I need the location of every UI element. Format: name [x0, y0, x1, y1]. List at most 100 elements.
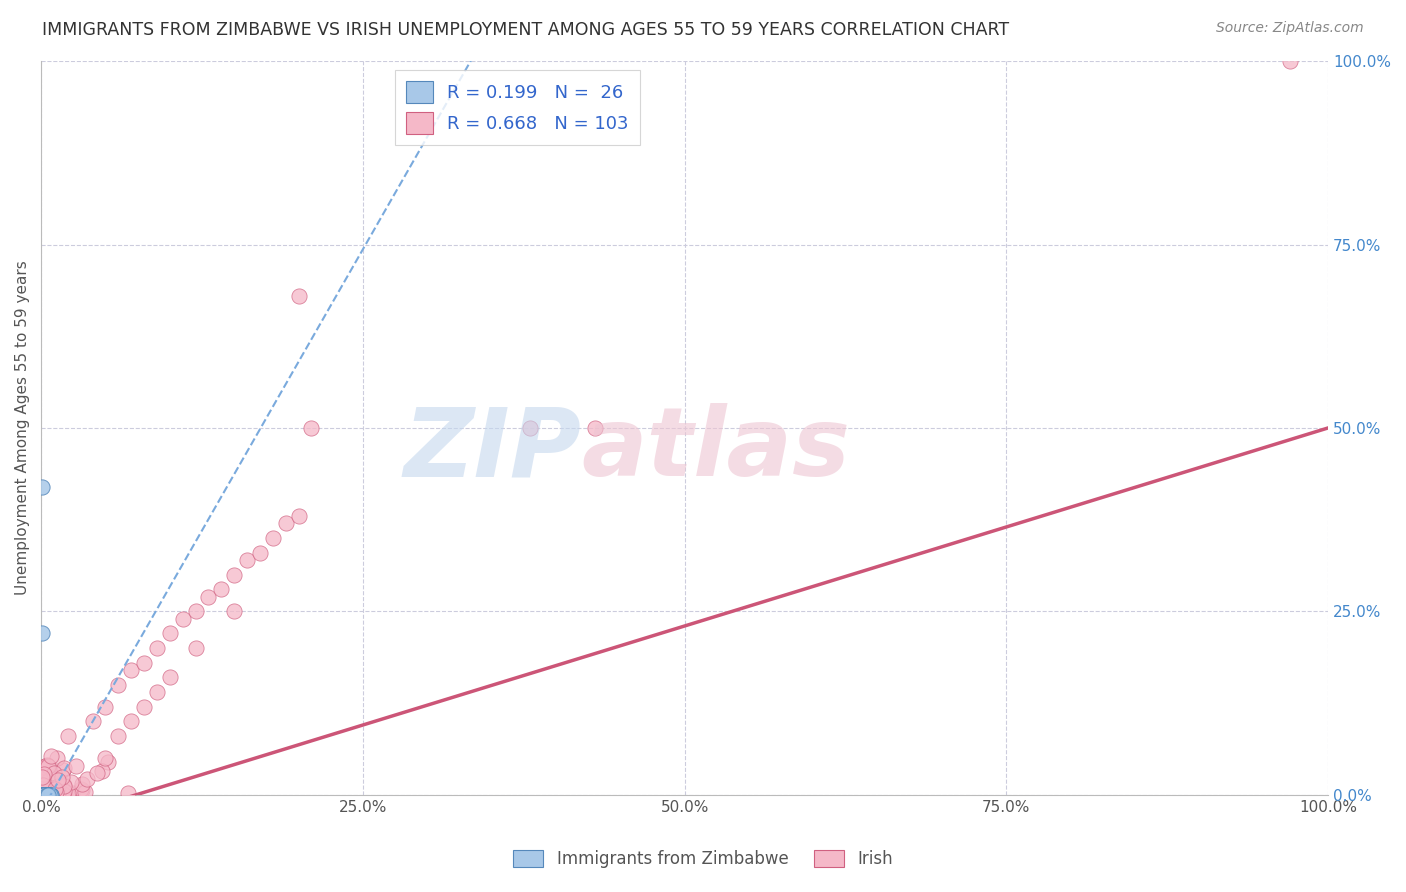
Point: [132, 656, 155, 670]
Point: [107, 678, 129, 692]
Point: [32, 788, 55, 802]
Point: [37, 788, 59, 802]
Point: [32, 783, 55, 797]
Point: [519, 421, 541, 435]
Point: [146, 685, 169, 699]
Point: [46, 779, 69, 793]
Point: [52, 778, 75, 792]
Point: [32, 775, 55, 789]
Point: [31, 786, 53, 800]
Point: [94, 699, 117, 714]
Point: [51, 763, 73, 777]
Point: [37, 774, 59, 789]
Point: [31, 774, 53, 789]
Point: [249, 546, 271, 560]
Point: [34, 788, 56, 802]
Point: [120, 714, 142, 729]
Point: [73, 785, 96, 799]
Point: [94, 751, 117, 765]
Point: [120, 663, 142, 677]
Point: [70, 781, 93, 796]
Point: [146, 640, 169, 655]
Point: [38, 783, 60, 797]
Point: [35, 788, 58, 802]
Point: [38, 788, 60, 802]
Point: [41, 749, 63, 764]
Text: Source: ZipAtlas.com: Source: ZipAtlas.com: [1216, 21, 1364, 35]
Point: [132, 699, 155, 714]
Point: [76, 772, 98, 787]
Point: [45, 773, 67, 788]
Point: [197, 590, 219, 604]
Point: [236, 553, 259, 567]
Point: [31, 784, 53, 798]
Point: [1278, 54, 1301, 69]
Point: [41, 788, 63, 802]
Point: [56, 786, 79, 800]
Point: [44, 782, 66, 797]
Point: [32, 788, 55, 802]
Legend: R = 0.199   N =  26, R = 0.668   N = 103: R = 0.199 N = 26, R = 0.668 N = 103: [395, 70, 640, 145]
Point: [32, 787, 55, 801]
Point: [209, 582, 232, 597]
Point: [31, 788, 53, 802]
Point: [172, 612, 194, 626]
Point: [41, 780, 63, 794]
Point: [262, 531, 284, 545]
Point: [31, 480, 53, 494]
Point: [37, 788, 59, 802]
Point: [32, 786, 55, 800]
Point: [38, 788, 60, 802]
Point: [51, 770, 73, 784]
Point: [32, 782, 55, 797]
Point: [60, 774, 83, 789]
Point: [37, 758, 59, 772]
Point: [52, 788, 75, 802]
Point: [32, 788, 55, 802]
Point: [52, 761, 75, 775]
Point: [287, 289, 309, 303]
Point: [37, 788, 59, 802]
Point: [287, 508, 309, 523]
Point: [299, 421, 322, 435]
Point: [97, 755, 120, 769]
Y-axis label: Unemployment Among Ages 55 to 59 years: Unemployment Among Ages 55 to 59 years: [15, 260, 30, 595]
Point: [31, 788, 53, 802]
Point: [117, 786, 139, 800]
Point: [86, 765, 108, 780]
Point: [31, 788, 53, 802]
Point: [41, 781, 63, 796]
Point: [39, 788, 62, 802]
Point: [31, 788, 53, 802]
Point: [41, 762, 63, 776]
Point: [45, 782, 67, 797]
Point: [32, 788, 55, 802]
Point: [39, 788, 62, 802]
Point: [37, 759, 59, 773]
Point: [32, 778, 55, 792]
Point: [32, 788, 55, 802]
Point: [70, 783, 93, 797]
Point: [39, 788, 62, 802]
Text: IMMIGRANTS FROM ZIMBABWE VS IRISH UNEMPLOYMENT AMONG AGES 55 TO 59 YEARS CORRELA: IMMIGRANTS FROM ZIMBABWE VS IRISH UNEMPL…: [42, 21, 1010, 38]
Point: [31, 778, 53, 792]
Point: [82, 714, 104, 729]
Point: [37, 770, 59, 784]
Point: [31, 770, 53, 784]
Point: [32, 786, 55, 800]
Text: atlas: atlas: [582, 403, 851, 497]
Point: [55, 786, 77, 800]
Point: [31, 626, 53, 640]
Point: [32, 788, 55, 802]
Point: [107, 729, 129, 743]
Point: [52, 777, 75, 791]
Legend: Immigrants from Zimbabwe, Irish: Immigrants from Zimbabwe, Irish: [506, 843, 900, 875]
Point: [91, 764, 114, 778]
Point: [46, 786, 69, 800]
Point: [37, 777, 59, 791]
Point: [39, 772, 62, 787]
Point: [34, 777, 56, 791]
Point: [52, 788, 75, 802]
Point: [31, 762, 53, 776]
Point: [37, 781, 59, 796]
